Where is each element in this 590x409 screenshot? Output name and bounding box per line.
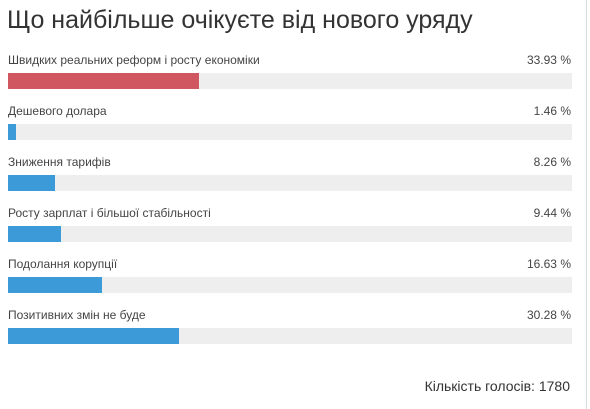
option-label: Подолання корупції bbox=[8, 257, 118, 271]
result-bar-fill bbox=[8, 124, 17, 140]
vote-total-label: Кількість голосів: bbox=[424, 378, 535, 394]
option-label: Дешевого долара bbox=[8, 104, 107, 118]
result-bar-fill bbox=[8, 277, 102, 293]
option-label: Росту зарплат і більшої стабільності bbox=[8, 206, 211, 220]
result-bar-track bbox=[8, 175, 572, 191]
poll-options: Швидких реальних реформ і росту економік… bbox=[8, 52, 572, 358]
result-bar-track bbox=[8, 124, 572, 140]
poll-option-wages: Росту зарплат і більшої стабільності 9.4… bbox=[8, 205, 572, 256]
poll-option-no-change: Позитивних змін не буде 30.28 % bbox=[8, 307, 572, 358]
result-bar-track bbox=[8, 328, 572, 344]
option-percent: 30.28 % bbox=[526, 308, 571, 322]
option-percent: 16.63 % bbox=[526, 257, 571, 271]
option-percent: 9.44 % bbox=[533, 206, 571, 220]
vote-total-count: 1780 bbox=[538, 378, 570, 394]
vote-total: Кількість голосів: 1780 bbox=[425, 378, 570, 394]
poll-option-cheap-dollar: Дешевого долара 1.46 % bbox=[8, 103, 572, 154]
option-percent: 33.93 % bbox=[526, 53, 571, 67]
right-border-divider bbox=[586, 0, 587, 409]
result-bar-fill bbox=[8, 328, 179, 344]
poll-option-reforms: Швидких реальних реформ і росту економік… bbox=[8, 52, 572, 103]
result-bar-fill bbox=[8, 175, 55, 191]
result-bar-fill bbox=[8, 73, 200, 89]
poll-title: Що найбільше очікуєте від нового уряду bbox=[7, 6, 473, 34]
option-percent: 1.46 % bbox=[533, 104, 571, 118]
result-bar-track bbox=[8, 277, 572, 293]
option-label: Позитивних змін не буде bbox=[8, 308, 146, 322]
option-label: Швидких реальних реформ і росту економік… bbox=[8, 53, 260, 67]
result-bar-track bbox=[8, 73, 572, 89]
option-label: Зниження тарифів bbox=[8, 155, 111, 169]
option-percent: 8.26 % bbox=[533, 155, 571, 169]
result-bar-track bbox=[8, 226, 572, 242]
result-bar-fill bbox=[8, 226, 62, 242]
poll-option-lower-tariffs: Зниження тарифів 8.26 % bbox=[8, 154, 572, 205]
poll-option-corruption: Подолання корупції 16.63 % bbox=[8, 256, 572, 307]
